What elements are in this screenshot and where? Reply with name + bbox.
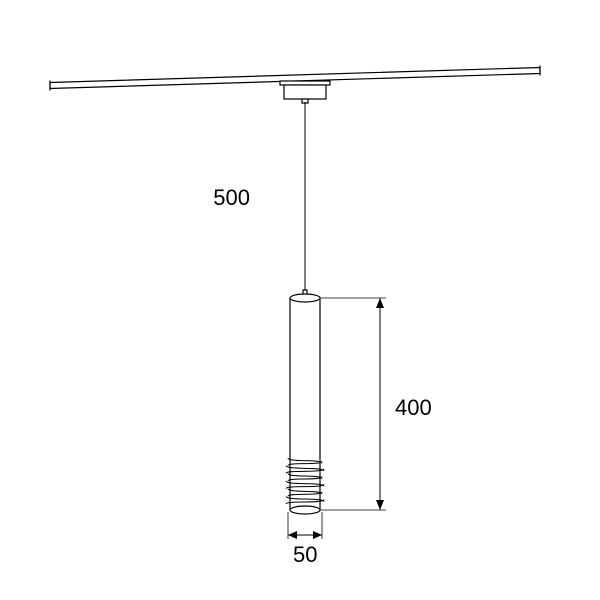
spring-detail: [286, 458, 324, 504]
lamp-body-top: [290, 294, 320, 302]
dim-diameter-label: 50: [293, 542, 317, 567]
dim-cable-label: 500: [213, 185, 250, 210]
mount-body: [284, 85, 326, 99]
dim-body-label: 400: [395, 395, 432, 420]
lamp-body-bottom: [290, 506, 320, 514]
pendant-light-diagram: 500 400 50: [0, 0, 600, 600]
